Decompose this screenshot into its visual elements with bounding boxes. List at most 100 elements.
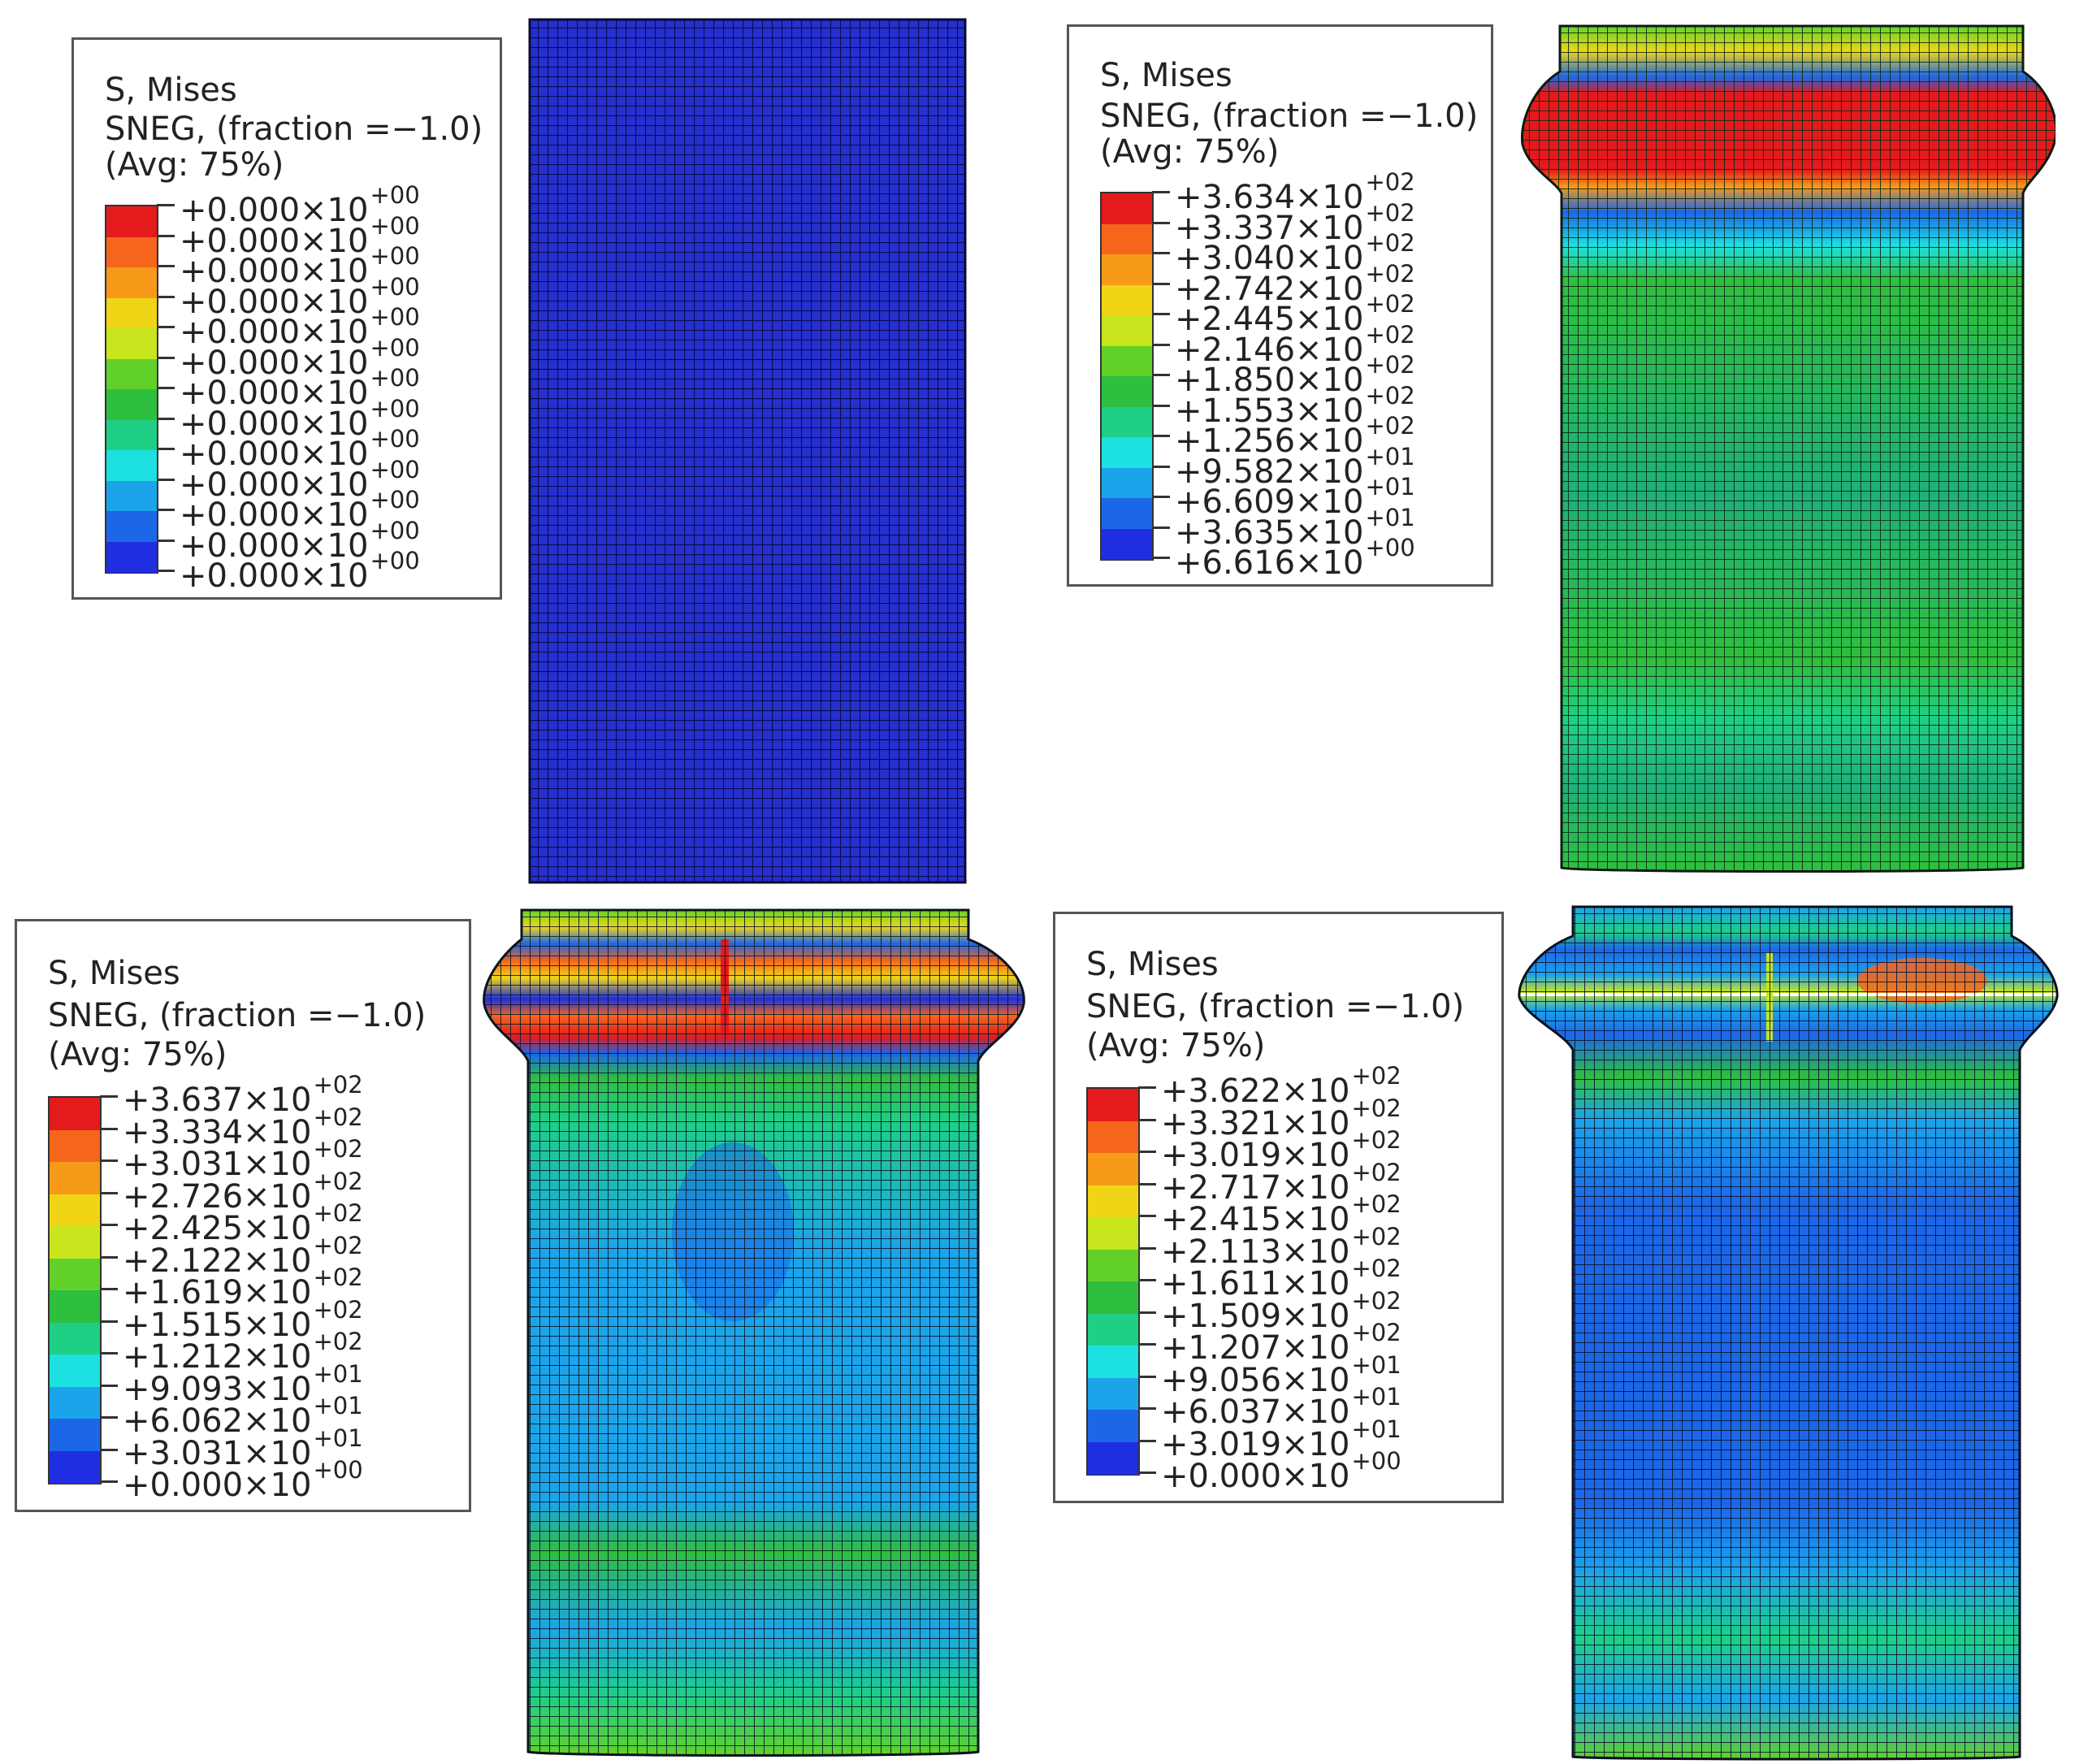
colorbar-tick xyxy=(157,417,175,420)
specimen-undeformed xyxy=(528,18,967,884)
colorbar-segment xyxy=(50,1162,100,1194)
colorbar-tick xyxy=(1152,526,1170,529)
colorbar-tick xyxy=(100,1159,118,1162)
colorbar-tick xyxy=(100,1448,118,1451)
colorbar-tick xyxy=(1138,1407,1156,1410)
colorbar-segment xyxy=(1088,1089,1138,1121)
legend-initial: S, Mises SNEG, (fraction =−1.0) (Avg: 75… xyxy=(71,37,502,600)
legend-value: +2.113×10+02 xyxy=(1161,1222,1401,1271)
legend-value: +6.609×10+01 xyxy=(1175,473,1415,521)
colorbar-segment xyxy=(50,1450,100,1484)
legend-value: +0.000×10+00 xyxy=(180,303,420,351)
colorbar-tick xyxy=(100,1224,118,1226)
colorbar-segment xyxy=(106,358,157,390)
legend-value: +1.850×10+02 xyxy=(1175,351,1415,399)
colorbar-segment xyxy=(1102,284,1152,316)
legend-stage-1: S, Mises SNEG, (fraction =−1.0) (Avg: 75… xyxy=(1067,24,1493,587)
legend-value: +6.616×10+00 xyxy=(1175,534,1415,582)
colorbar-segment xyxy=(50,1098,100,1130)
legend-value: +9.582×10+01 xyxy=(1175,442,1415,491)
legend-value: +0.000×10+00 xyxy=(180,333,420,382)
colorbar-segment xyxy=(1102,406,1152,438)
colorbar-segment xyxy=(1102,193,1152,224)
colorbar-segment xyxy=(1102,315,1152,346)
colorbar-segment xyxy=(1088,1185,1138,1218)
legend-value: +3.634×10+02 xyxy=(1175,168,1415,216)
colorbar-segment xyxy=(1088,1313,1138,1346)
legend-value: +2.726×10+02 xyxy=(123,1167,363,1216)
legend-value: +3.622×10+02 xyxy=(1161,1062,1401,1110)
colorbar-segment xyxy=(1102,254,1152,285)
colorbar-segment xyxy=(106,297,157,329)
legend-value: +2.742×10+02 xyxy=(1175,259,1415,308)
legend-value: +0.000×10+00 xyxy=(180,486,420,534)
colorbar-tick xyxy=(1138,1246,1156,1250)
colorbar-segment xyxy=(1102,498,1152,529)
legend-averaging: (Avg: 75%) xyxy=(1086,1027,1266,1064)
colorbar xyxy=(105,205,158,574)
legend-value: +2.445×10+02 xyxy=(1175,290,1415,338)
legend-value: +1.212×10+02 xyxy=(123,1328,363,1376)
legend-value: +1.509×10+02 xyxy=(1161,1286,1401,1335)
legend-value: +1.515×10+02 xyxy=(123,1295,363,1344)
colorbar xyxy=(48,1096,102,1484)
colorbar-tick xyxy=(157,234,175,237)
legend-stage-3: S, Mises SNEG, (fraction =−1.0) (Avg: 75… xyxy=(1053,912,1504,1503)
colorbar-segment xyxy=(1102,345,1152,377)
legend-stage-2: S, Mises SNEG, (fraction =−1.0) (Avg: 75… xyxy=(15,919,471,1512)
legend-subtitle: SNEG, (fraction =−1.0) xyxy=(48,997,427,1034)
colorbar-tick xyxy=(1152,191,1170,193)
colorbar-segment xyxy=(1088,1217,1138,1250)
colorbar-tick xyxy=(1138,1215,1156,1217)
legend-value: +2.717×10+02 xyxy=(1161,1158,1401,1207)
colorbar-segment xyxy=(1088,1441,1138,1475)
colorbar-tick xyxy=(100,1191,118,1194)
mesh-stage-1 xyxy=(1520,24,2056,873)
mesh-undeformed xyxy=(528,18,967,884)
colorbar-tick xyxy=(157,204,175,206)
colorbar-tick xyxy=(157,356,175,359)
colorbar-segment xyxy=(1088,1410,1138,1442)
colorbar-tick xyxy=(100,1288,118,1290)
colorbar-segment xyxy=(106,328,157,359)
legend-value: +1.611×10+02 xyxy=(1161,1255,1401,1302)
legend-title: S, Mises xyxy=(105,72,237,109)
colorbar-tick xyxy=(100,1255,118,1259)
legend-value: +3.334×10+02 xyxy=(123,1103,363,1151)
legend-value: +3.321×10+02 xyxy=(1161,1094,1401,1142)
legend-value: +0.000×10+00 xyxy=(1161,1447,1401,1495)
colorbar-tick xyxy=(1138,1311,1156,1314)
colorbar-segment xyxy=(50,1419,100,1451)
specimen-stage-2 xyxy=(481,907,1033,1760)
colorbar-segment xyxy=(50,1129,100,1163)
colorbar-segment xyxy=(1088,1346,1138,1378)
legend-value: +3.031×10+01 xyxy=(123,1424,363,1472)
colorbar-tick xyxy=(1138,1439,1156,1442)
colorbar-tick xyxy=(1138,1182,1156,1185)
colorbar-segment xyxy=(106,267,157,298)
mesh-grid xyxy=(483,910,1025,1756)
colorbar-tick xyxy=(1152,435,1170,437)
colorbar-segment xyxy=(106,419,157,451)
colorbar-tick xyxy=(100,1095,118,1098)
colorbar-tick xyxy=(157,509,175,511)
mesh-stage-2 xyxy=(483,908,1025,1757)
legend-value: +0.000×10+00 xyxy=(180,547,420,595)
legend-value: +0.000×10+00 xyxy=(180,455,420,504)
colorbar-segment xyxy=(106,389,157,420)
colorbar-tick xyxy=(1138,1375,1156,1378)
colorbar-tick xyxy=(1138,1151,1156,1153)
colorbar-tick xyxy=(157,295,175,298)
legend-value: +0.000×10+00 xyxy=(123,1456,363,1504)
legend-title: S, Mises xyxy=(1100,57,1232,94)
colorbar-tick xyxy=(1152,557,1170,559)
legend-value: +1.256×10+02 xyxy=(1175,412,1415,460)
specimen-outline xyxy=(528,18,967,884)
colorbar-tick xyxy=(157,387,175,389)
colorbar-segment xyxy=(1102,223,1152,255)
colorbar-tick xyxy=(157,326,175,328)
colorbar-segment xyxy=(106,541,157,573)
colorbar-segment xyxy=(106,480,157,512)
colorbar-tick xyxy=(100,1384,118,1387)
colorbar-tick xyxy=(157,539,175,542)
